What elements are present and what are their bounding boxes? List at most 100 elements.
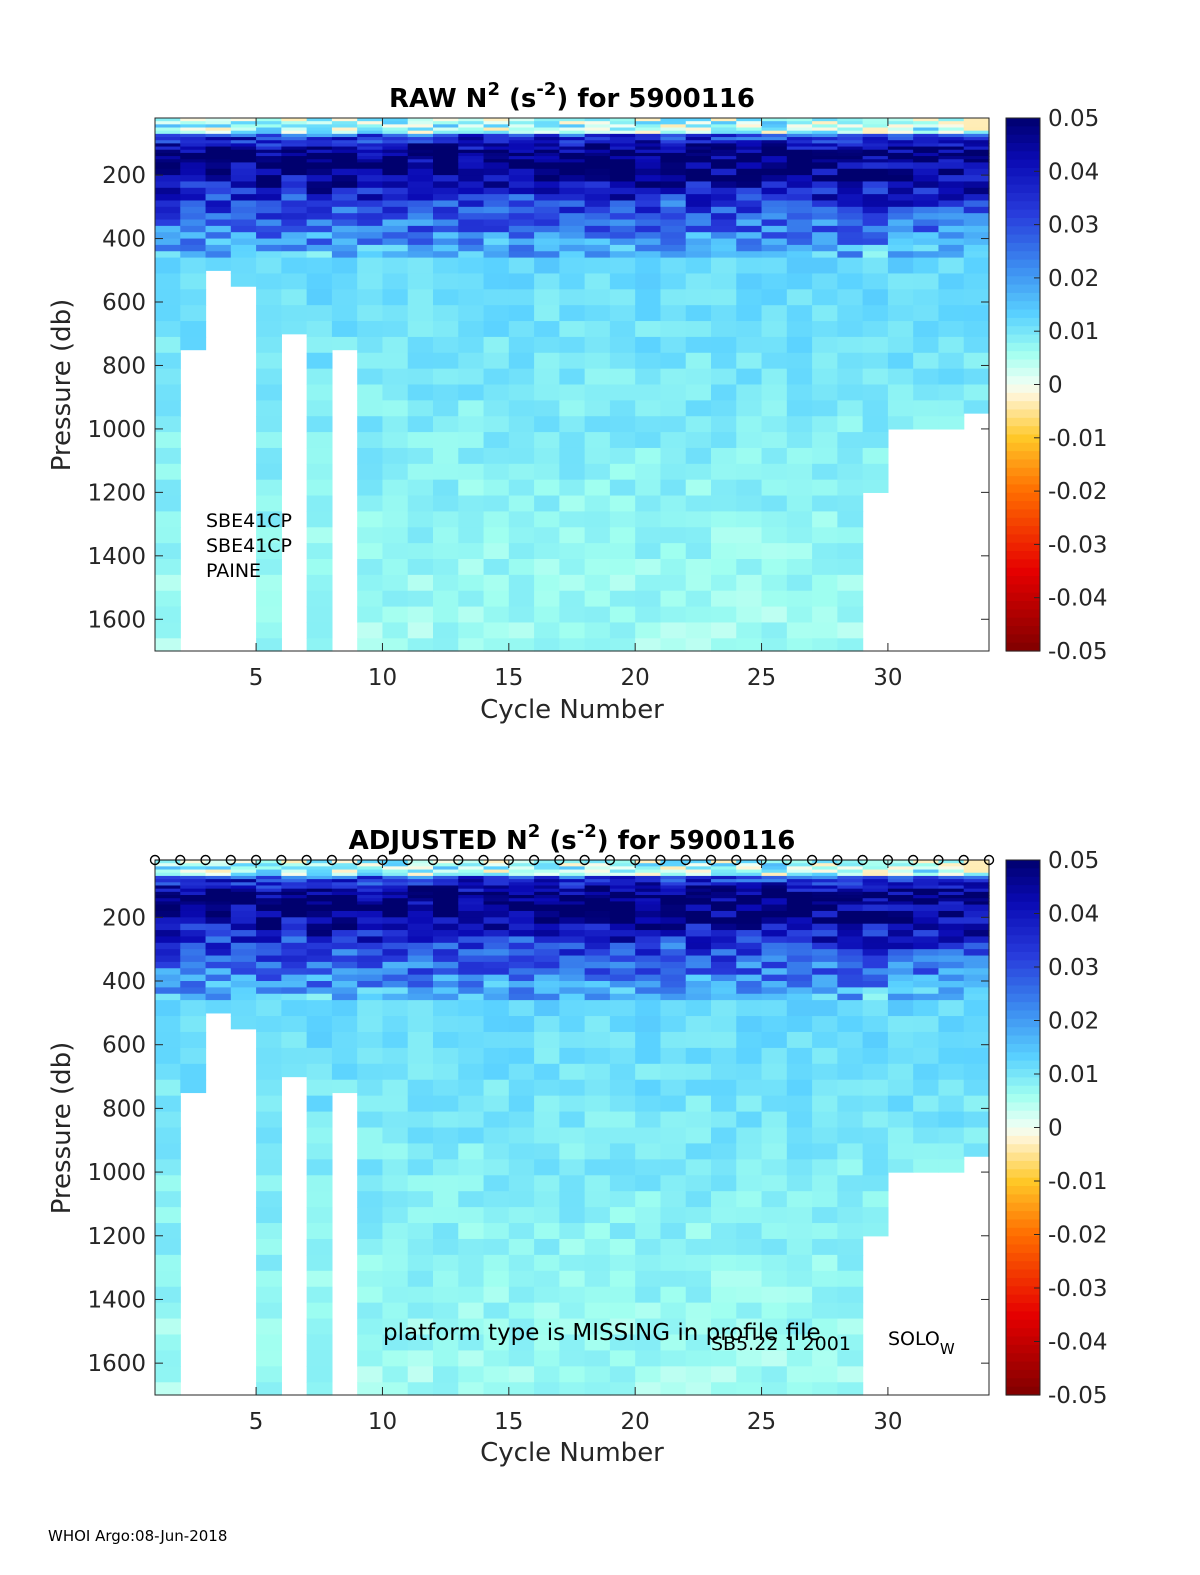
heatmap-cell (534, 875, 560, 880)
colorbar-segment (1006, 384, 1040, 394)
heatmap-cell (458, 622, 485, 639)
heatmap-cell (963, 860, 990, 864)
heatmap-cell (685, 981, 712, 988)
heatmap-cell (609, 872, 636, 877)
heatmap-cell (230, 137, 257, 141)
heatmap-cell (180, 187, 207, 195)
heatmap-cell (534, 432, 560, 449)
heatmap-cell (736, 923, 763, 931)
heatmap-cell (837, 1223, 864, 1240)
heatmap-cell (256, 200, 282, 208)
heatmap-cell (736, 1302, 763, 1320)
heatmap-cell (736, 257, 763, 275)
heatmap-cell (786, 527, 813, 544)
heatmap-cell (685, 146, 712, 151)
heatmap-cell (635, 181, 662, 189)
heatmap-cell (685, 336, 712, 354)
heatmap-cell (887, 137, 914, 141)
heatmap-cell (331, 118, 358, 122)
heatmap-cell (256, 1254, 282, 1272)
heatmap-cell (736, 1047, 763, 1065)
heatmap-cell (331, 140, 358, 144)
heatmap-cell (483, 257, 510, 275)
colorbar-segment (1006, 1211, 1040, 1221)
heatmap-cell (155, 225, 181, 233)
heatmap-cell (205, 124, 232, 129)
heatmap-cell (711, 1254, 737, 1272)
heatmap-cell (559, 133, 586, 138)
heatmap-cell (281, 1063, 308, 1078)
heatmap-cell (963, 901, 990, 906)
heatmap-cell (786, 479, 813, 497)
heatmap-cell (357, 981, 384, 988)
heatmap-cell (407, 156, 434, 160)
heatmap-cell (357, 891, 384, 896)
heatmap-cell (559, 1254, 586, 1272)
heatmap-cell (913, 981, 940, 988)
heatmap-cell (812, 121, 838, 125)
heatmap-cell (711, 872, 737, 877)
heatmap-cell (837, 130, 864, 135)
heatmap-cell (230, 143, 257, 148)
heatmap-cell (685, 869, 712, 874)
heatmap-cell (761, 181, 788, 189)
heatmap-cell (660, 175, 687, 183)
heatmap-cell (812, 866, 838, 871)
heatmap-cell (913, 273, 940, 290)
heatmap-cell (306, 1382, 333, 1396)
heatmap-cell (407, 149, 434, 154)
heatmap-cell (609, 152, 636, 157)
heatmap-cell (938, 1143, 965, 1160)
heatmap-cell (685, 238, 712, 246)
heatmap-cell (433, 901, 459, 906)
heatmap-cell (331, 321, 358, 338)
heatmap-cell (786, 895, 813, 899)
heatmap-cell (433, 1047, 459, 1065)
heatmap-cell (887, 888, 914, 893)
heatmap-cell (711, 981, 737, 988)
heatmap-cell (711, 225, 737, 233)
heatmap-cell (913, 133, 940, 138)
heatmap-cell (155, 463, 181, 481)
heatmap-cell (635, 152, 662, 157)
heatmap-cell (458, 251, 485, 259)
heatmap-cell (256, 574, 282, 592)
heatmap-cell (180, 321, 207, 338)
heatmap-cell (685, 904, 712, 912)
heatmap-cell (534, 118, 560, 122)
heatmap-cell (155, 168, 181, 176)
heatmap-cell (963, 175, 990, 183)
heatmap-cell (786, 923, 813, 931)
heatmap-cell (458, 1095, 485, 1113)
heatmap-cell (963, 400, 990, 414)
heatmap-cell (357, 987, 384, 995)
heatmap-cell (508, 888, 535, 893)
heatmap-cell (887, 225, 914, 233)
heatmap-cell (382, 273, 409, 290)
heatmap-cell (534, 622, 560, 639)
heatmap-cell (306, 993, 333, 1001)
heatmap-cell (407, 574, 434, 592)
heatmap-cell (559, 400, 586, 417)
heatmap-cell (407, 511, 434, 528)
heatmap-cell (458, 527, 485, 544)
heatmap-cell (559, 882, 586, 887)
heatmap-cell (205, 121, 232, 125)
heatmap-cell (256, 895, 282, 899)
heatmap-cell (635, 898, 662, 902)
heatmap-cell (433, 1350, 459, 1367)
heatmap-cell (609, 479, 636, 497)
heatmap-cell (609, 891, 636, 896)
heatmap-cell (862, 860, 889, 864)
heatmap-cell (963, 127, 990, 132)
heatmap-cell (812, 1159, 838, 1176)
heatmap-cell (357, 336, 384, 354)
heatmap-cell (812, 336, 838, 354)
heatmap-cell (534, 961, 560, 969)
heatmap-cell (660, 384, 687, 401)
heatmap-cell (458, 1318, 485, 1336)
heatmap-cell (483, 875, 510, 880)
heatmap-cell (786, 888, 813, 893)
heatmap-cell (609, 352, 636, 370)
heatmap-cell (963, 124, 990, 129)
